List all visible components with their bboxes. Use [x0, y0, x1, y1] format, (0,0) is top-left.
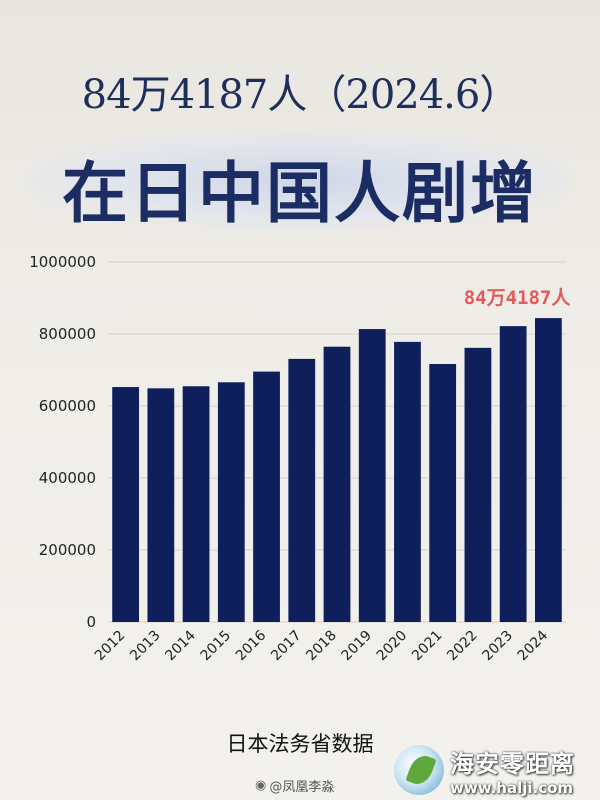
title-glow-background: [30, 130, 570, 230]
data-source-label: 日本法务省数据: [226, 732, 374, 756]
x-tick-label: 2013: [127, 628, 164, 665]
y-tick-label: 0: [86, 613, 96, 631]
bar-2015: [217, 382, 245, 622]
x-tick-label: 2023: [479, 628, 516, 665]
y-tick-label: 1000000: [29, 253, 96, 271]
bar-2023: [499, 326, 527, 622]
chart-title: 在日中国人剧增: [62, 155, 538, 232]
bar-2022: [464, 347, 492, 622]
x-tick-label: 2018: [303, 628, 340, 665]
bar-2024: [534, 318, 562, 622]
x-tick-label: 2024: [515, 627, 552, 664]
watermark-text: 海安零距离 www.halji.com: [450, 744, 575, 797]
weibo-icon: ◉: [255, 778, 267, 793]
x-tick-label: 2020: [374, 628, 411, 665]
bar-2018: [323, 346, 351, 622]
x-tick-label: 2021: [409, 628, 446, 665]
bar-2019: [358, 329, 386, 622]
y-tick-label: 200000: [39, 541, 96, 559]
x-tick-label: 2019: [339, 628, 376, 665]
weibo-credit: ◉ @凤凰李淼: [255, 776, 334, 795]
weibo-handle: @凤凰李淼: [269, 780, 335, 795]
bar-annotation: 84万4187人: [464, 287, 572, 309]
bar-2012: [112, 387, 140, 622]
x-tick-label: 2012: [92, 628, 129, 665]
site-watermark: 海安零距离 www.halji.com: [394, 744, 594, 797]
watermark-logo-icon: [394, 745, 444, 795]
bar-2016: [253, 371, 280, 622]
watermark-url: www.halji.com: [450, 778, 574, 797]
y-tick-label: 800000: [39, 325, 96, 343]
bar-chart: 0 200000 400000 600000 800000 1000000 20122013…: [29, 253, 572, 665]
x-tick-label: 2017: [268, 628, 305, 665]
x-tick-label: 2014: [162, 627, 199, 664]
bar-2013: [147, 388, 175, 622]
chart-subtitle: 84万4187人（2024.6）: [81, 72, 520, 118]
bar-2017: [288, 358, 316, 622]
bar-2021: [429, 364, 457, 622]
y-tick-label: 400000: [39, 469, 96, 487]
watermark-name: 海安零距离: [450, 749, 575, 778]
x-tick-label: 2022: [444, 628, 481, 665]
x-tick-label: 2016: [233, 627, 270, 664]
y-tick-label: 600000: [39, 397, 96, 415]
bar-2020: [394, 341, 421, 622]
bar-2014: [182, 386, 210, 622]
x-tick-label: 2015: [198, 628, 235, 665]
